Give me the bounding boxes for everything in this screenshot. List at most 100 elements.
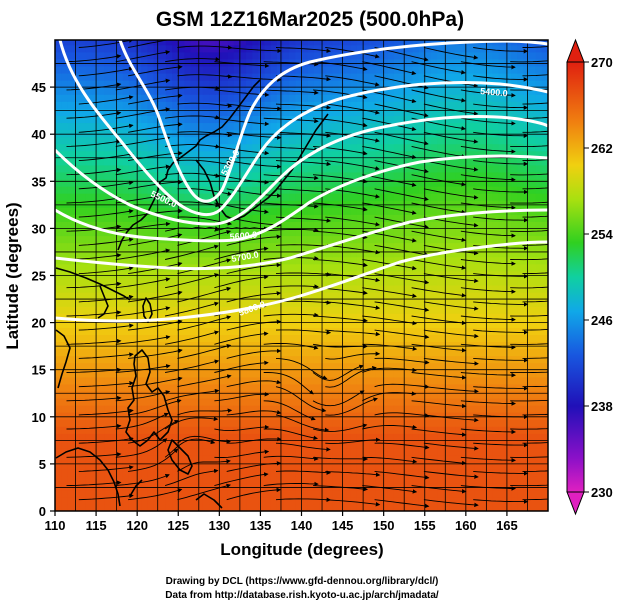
temperature-cell (400, 129, 407, 138)
temperature-cell (252, 482, 259, 491)
temperature-cell (369, 115, 377, 124)
temperature-cell (172, 115, 179, 124)
temperature-cell (511, 122, 518, 131)
temperature-cell (307, 72, 315, 81)
temperature-cell (523, 489, 531, 498)
temperature-cell (319, 150, 327, 159)
temperature-cell (258, 171, 266, 180)
temperature-cell (295, 475, 303, 484)
temperature-cell (128, 242, 136, 251)
temperature-cell (289, 397, 296, 406)
temperature-cell (91, 496, 99, 505)
temperature-cell (449, 214, 457, 222)
temperature-cell (449, 94, 457, 102)
temperature-cell (190, 122, 198, 131)
temperature-cell (437, 306, 444, 314)
temperature-cell (424, 447, 432, 456)
temperature-cell (79, 65, 87, 74)
temperature-cell (393, 433, 401, 441)
temperature-cell (467, 94, 475, 102)
temperature-cell (246, 221, 253, 229)
temperature-cell (387, 362, 395, 371)
temperature-cell (215, 157, 222, 166)
temperature-cell (98, 369, 105, 378)
temperature-cell (227, 475, 235, 484)
temperature-cell (400, 242, 407, 251)
temperature-cell (338, 306, 346, 314)
temperature-cell (517, 249, 524, 258)
temperature-cell (541, 249, 548, 258)
temperature-cell (116, 503, 124, 511)
temperature-cell (252, 327, 259, 335)
temperature-cell (184, 249, 192, 258)
temperature-cell (480, 503, 487, 511)
temperature-cell (517, 376, 524, 385)
temperature-cell (172, 143, 179, 152)
temperature-cell (239, 115, 247, 124)
temperature-cell (381, 320, 389, 328)
temperature-cell (246, 496, 253, 505)
temperature-cell (412, 72, 420, 81)
temperature-cell (387, 101, 395, 109)
temperature-cell (135, 65, 142, 74)
temperature-cell (461, 419, 469, 427)
temperature-cell (455, 334, 463, 343)
temperature-cell (239, 221, 247, 229)
temperature-cell (326, 397, 333, 406)
temperature-cell (529, 447, 537, 456)
temperature-cell (443, 362, 450, 371)
temperature-cell (455, 72, 463, 81)
temperature-cell (301, 489, 309, 498)
temperature-cell (326, 348, 333, 357)
temperature-cell (486, 376, 494, 385)
temperature-cell (504, 256, 512, 265)
temperature-cell (67, 80, 75, 88)
temperature-cell (159, 468, 167, 477)
temperature-cell (480, 108, 487, 116)
temperature-cell (190, 503, 198, 511)
temperature-cell (91, 440, 99, 449)
temperature-cell (227, 277, 235, 286)
temperature-cell (227, 200, 235, 208)
temperature-cell (239, 489, 247, 498)
temperature-cell (400, 143, 407, 152)
temperature-cell (258, 440, 266, 449)
temperature-cell (350, 242, 358, 251)
temperature-cell (165, 249, 173, 258)
temperature-cell (110, 87, 118, 95)
temperature-cell (196, 461, 204, 470)
temperature-cell (104, 249, 112, 258)
temperature-cell (486, 200, 494, 208)
temperature-cell (517, 235, 524, 244)
temperature-cell (55, 489, 62, 498)
temperature-cell (375, 249, 383, 258)
temperature-cell (122, 475, 130, 484)
temperature-cell (412, 376, 420, 385)
temperature-cell (504, 299, 512, 307)
temperature-cell (301, 277, 309, 286)
temperature-cell (356, 256, 364, 265)
temperature-cell (128, 72, 136, 81)
temperature-cell (73, 193, 81, 201)
temperature-cell (511, 242, 518, 251)
temperature-cell (387, 440, 395, 449)
temperature-cell (486, 397, 494, 406)
temperature-cell (190, 320, 198, 328)
temperature-cell (350, 383, 358, 392)
temperature-cell (313, 80, 321, 88)
temperature-cell (79, 503, 87, 511)
temperature-cell (91, 256, 99, 265)
temperature-cell (227, 108, 235, 116)
temperature-cell (369, 235, 377, 244)
temperature-cell (276, 136, 284, 145)
temperature-cell (511, 433, 518, 441)
temperature-cell (369, 496, 377, 505)
temperature-cell (541, 122, 548, 131)
temperature-cell (55, 369, 62, 378)
temperature-cell (424, 489, 432, 498)
temperature-cell (116, 341, 124, 350)
temperature-cell (252, 249, 259, 258)
temperature-cell (504, 327, 512, 335)
temperature-cell (227, 334, 235, 343)
temperature-cell (104, 101, 112, 109)
